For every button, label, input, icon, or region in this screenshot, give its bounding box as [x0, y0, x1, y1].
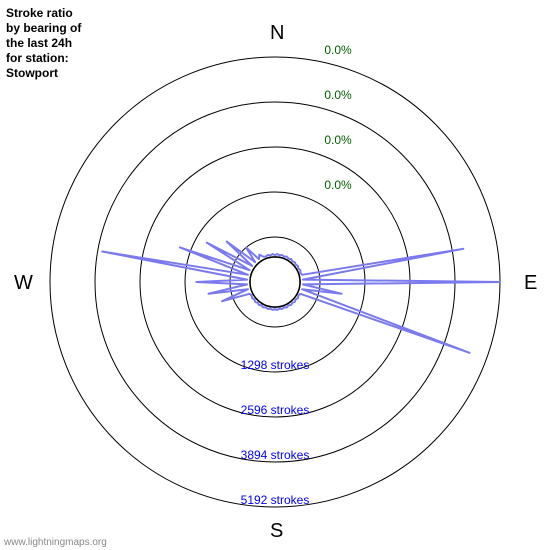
- chart-container: Stroke ratio by bearing of the last 24h …: [0, 0, 550, 550]
- cardinal-e: E: [524, 272, 537, 295]
- cardinal-s: S: [270, 520, 283, 543]
- polar-chart-svg: [0, 0, 550, 550]
- ring-stroke-label: 5192 strokes: [241, 493, 310, 507]
- ring-pct-label: 0.0%: [324, 43, 351, 57]
- ring-pct-label: 0.0%: [324, 133, 351, 147]
- ring-stroke-label: 3894 strokes: [241, 448, 310, 462]
- ring-stroke-label: 2596 strokes: [241, 403, 310, 417]
- cardinal-w: W: [14, 272, 33, 295]
- footer-link: www.lightningmaps.org: [4, 537, 107, 548]
- ring-pct-label: 0.0%: [324, 88, 351, 102]
- ring-pct-label: 0.0%: [324, 178, 351, 192]
- cardinal-n: N: [270, 22, 284, 45]
- ring-stroke-label: 1298 strokes: [241, 358, 310, 372]
